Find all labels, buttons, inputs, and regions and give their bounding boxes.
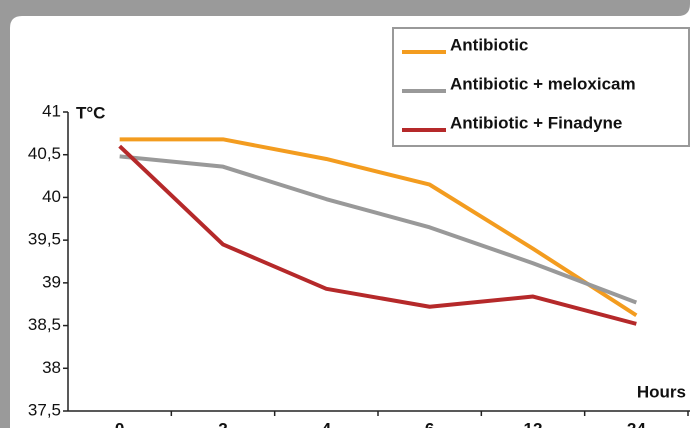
y-tick-label: 40,5 (28, 144, 61, 163)
x-tick-label: 0 (115, 419, 124, 428)
y-axis-label: T°C (76, 103, 105, 122)
x-axis-label: Hours (637, 382, 686, 401)
series-line (118, 144, 637, 326)
y-tick-label: 39,5 (28, 230, 61, 249)
legend-label: Antibiotic + meloxicam (450, 74, 636, 93)
x-tick-label: 12 (524, 419, 543, 428)
x-tick-label: 24 (627, 419, 646, 428)
x-tick-label: 2 (218, 419, 227, 428)
x-tick-label: 6 (425, 419, 434, 428)
y-tick-label: 37,5 (28, 400, 61, 419)
y-tick-label: 39 (42, 272, 61, 291)
y-tick-label: 38 (42, 358, 61, 377)
y-tick-label: 41 (42, 101, 61, 120)
legend-box (392, 27, 690, 147)
legend-label: Antibiotic (450, 35, 528, 54)
legend-label: Antibiotic + Finadyne (450, 113, 622, 132)
series-line (119, 154, 638, 305)
series-line (119, 137, 638, 318)
y-tick-label: 38,5 (28, 315, 61, 334)
y-tick-label: 40 (42, 187, 61, 206)
x-tick-label: 4 (322, 419, 332, 428)
